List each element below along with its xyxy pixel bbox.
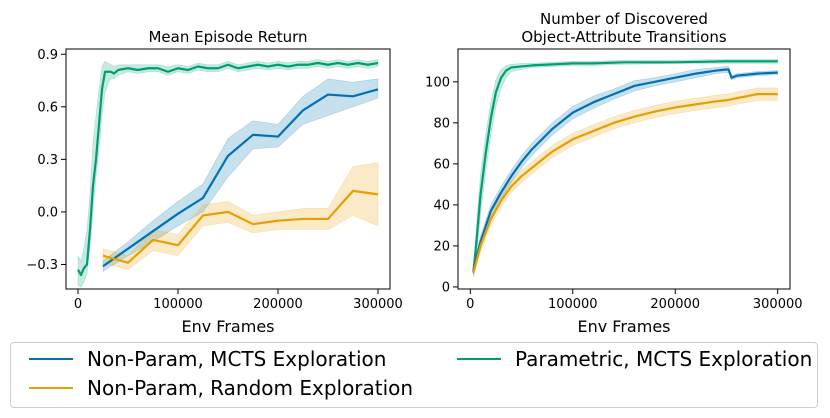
plot-frame (65, 48, 391, 290)
y-tick-label: 0.6 (37, 100, 58, 115)
legend-label-nonparam-random: Non-Param, Random Exploration (87, 376, 414, 400)
x-tick-label: 300000 (353, 297, 403, 312)
legend-swatch-nonparam-random (29, 387, 73, 389)
x-tick-label: 0 (74, 297, 82, 312)
y-tick-label: 80 (433, 116, 450, 131)
y-tick-label: 0.0 (37, 205, 58, 220)
legend-label-parametric-mcts: Parametric, MCTS Exploration (515, 347, 813, 371)
y-tick-label: 100 (425, 75, 450, 90)
band-non-param-random-exploration (102, 162, 379, 271)
x-tick-label: 300000 (753, 297, 803, 312)
x-axis-label: Env Frames (578, 317, 671, 336)
band-non-param-mcts-exploration (473, 66, 778, 275)
x-tick-label: 0 (466, 297, 474, 312)
legend-item-nonparam-random: Non-Param, Random Exploration (29, 376, 413, 400)
y-tick-label: 20 (433, 239, 450, 254)
x-tick-label: 100000 (153, 297, 203, 312)
series-line-non-param-random-exploration (102, 189, 379, 264)
legend-swatch-parametric-mcts (457, 358, 501, 360)
y-tick-label: −0.3 (26, 258, 58, 273)
series-line-non-param-random-exploration (472, 93, 778, 273)
chart-1: 0 100000 200000 300000 −0.3 0.0 0.3 0.6 0.9 Env F… (26, 28, 402, 336)
x-tick-label: 200000 (253, 297, 303, 312)
y-tick-label: 40 (433, 198, 450, 213)
band-non-param-mcts-exploration (102, 78, 379, 273)
y-tick-label: 0 (442, 280, 450, 295)
band-parametric-mcts-exploration (77, 59, 379, 288)
chart-title: Number of Discovered (540, 10, 708, 28)
legend-item-nonparam-mcts: Non-Param, MCTS Exploration (29, 347, 386, 371)
legend-item-parametric-mcts: Parametric, MCTS Exploration (457, 347, 812, 371)
figure: 0 100000 200000 300000 −0.3 0.0 0.3 0.6 0.9 Env F… (26, 10, 802, 336)
band-non-param-random-exploration (473, 87, 778, 277)
y-tick-label: 0.9 (37, 48, 58, 63)
legend-label-nonparam-mcts: Non-Param, MCTS Exploration (87, 347, 387, 371)
band-parametric-mcts-exploration (473, 58, 778, 277)
series-line-non-param-mcts-exploration (102, 88, 379, 268)
legend: Non-Param, MCTS Exploration Non-Param, R… (10, 342, 818, 408)
y-tick-label: 60 (433, 157, 450, 172)
plot-frame (457, 48, 791, 290)
series-line-non-param-mcts-exploration (472, 68, 778, 271)
x-tick-label: 100000 (548, 297, 598, 312)
chart-title: Mean Episode Return (148, 28, 307, 46)
x-tick-label: 200000 (650, 297, 700, 312)
chart-2: 0 100000 200000 300000 0 20 40 60 80 100 Env Frame… (425, 10, 802, 336)
y-tick-label: 0.3 (37, 153, 58, 168)
series-line-parametric-mcts-exploration (472, 60, 778, 273)
series-line-parametric-mcts-exploration (77, 61, 379, 277)
chart-title: Object-Attribute Transitions (521, 28, 726, 46)
x-axis-label: Env Frames (182, 317, 275, 336)
legend-swatch-nonparam-mcts (29, 358, 73, 360)
